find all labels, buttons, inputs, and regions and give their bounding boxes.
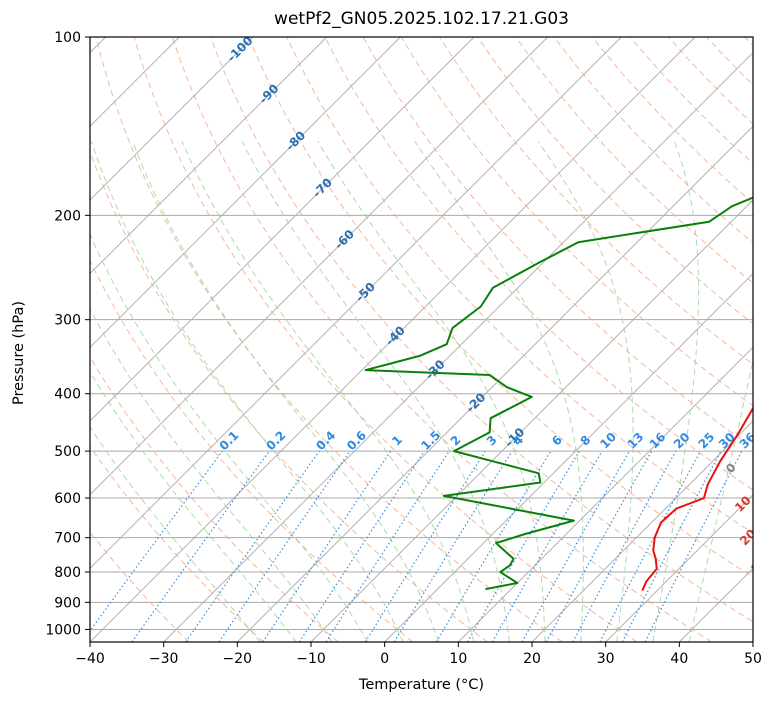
moist-adiabats [90, 141, 753, 642]
mixing-ratio-line [521, 450, 631, 642]
y-tick-label: 800 [54, 565, 81, 581]
moist-adiabat-line [688, 358, 753, 642]
x-tick-label: −20 [223, 651, 253, 667]
background-grid [90, 37, 753, 630]
isotherm-line [90, 37, 548, 496]
mixing-ratio-line [185, 450, 320, 642]
y-tick-label: 300 [54, 313, 81, 329]
mixing-ratio-line [325, 450, 450, 642]
isotherm-line [90, 37, 401, 348]
moist-adiabat-line [90, 426, 261, 642]
y-tick-label: 900 [54, 595, 81, 611]
mixing-ratio-line [491, 450, 603, 642]
dry-adiabat-line [210, 37, 753, 623]
moist-adiabat-line [181, 141, 475, 642]
dry-adiabat-line [477, 37, 753, 325]
moist-adiabat-line [90, 141, 404, 642]
moist-adiabat-line [132, 141, 439, 642]
skewed-isotherms [0, 37, 753, 642]
dry-adiabat-line [629, 37, 753, 165]
mixing-ratio-line [545, 450, 653, 642]
dry-adiabat-line [591, 37, 753, 204]
isotherm-line [90, 37, 254, 201]
x-tick-label: 0 [380, 651, 389, 667]
dry-adiabat-label: 40 [770, 584, 775, 606]
isotherm-line [384, 273, 753, 642]
moist-adiabat-line [90, 308, 333, 642]
isotherm-line [0, 37, 32, 642]
moist-adiabat-line [652, 141, 700, 642]
dry-adiabat-label: 30 [748, 554, 770, 576]
moist-adiabat-line [241, 141, 510, 642]
x-tick-label: 40 [670, 651, 688, 667]
dry-adiabat-line [324, 37, 753, 491]
dry-adiabat-line [248, 37, 753, 578]
dry-adiabat-line [171, 37, 712, 642]
x-tick-label: 10 [449, 651, 467, 667]
dewpoint-profile-line [364, 196, 753, 591]
isotherm-line [237, 125, 753, 642]
isotherm-line [605, 494, 753, 642]
x-tick-label: 30 [597, 651, 615, 667]
mixing-ratio-line [393, 450, 513, 642]
dry-adiabat-line [90, 445, 264, 642]
isotherm-line [90, 37, 696, 642]
isotherm-line [752, 641, 753, 642]
x-axis-ticks: −40 −30 −20 −10 0 10 20 30 40 50 [75, 642, 762, 667]
dry-adiabat-line [95, 37, 563, 642]
isotherm-line [458, 346, 753, 642]
mixing-ratio-line [218, 450, 351, 642]
moist-adiabat-line [90, 370, 297, 642]
mixing-ratio-line [364, 450, 486, 642]
mixing-ratio-line [90, 450, 223, 632]
moist-adiabat-line [414, 141, 584, 642]
y-tick-label: 100 [54, 30, 81, 46]
isotherm-line [90, 37, 622, 569]
x-tick-label: −30 [149, 651, 179, 667]
y-axis-ticks: 100 200 300 400 500 600 700 800 900 1000 [45, 30, 90, 638]
dry-adiabat-line [515, 37, 753, 284]
isotherm-line [90, 37, 327, 275]
y-tick-label: 200 [54, 208, 81, 224]
dry-adiabat-line [362, 37, 753, 449]
x-tick-label: 50 [744, 651, 762, 667]
y-tick-label: 1000 [45, 622, 81, 638]
moist-adiabat-line [537, 141, 634, 642]
y-tick-label: 500 [54, 444, 81, 460]
mixing-ratio-line [572, 450, 677, 642]
temperature-profile-line [641, 406, 753, 592]
x-tick-label: −10 [296, 651, 326, 667]
mixing-ratio-lines [90, 450, 743, 642]
mixing-ratio-line [131, 450, 270, 642]
isotherm-line [531, 420, 753, 642]
dry-adiabat-line [133, 37, 638, 642]
moist-adiabat-line [317, 141, 546, 642]
x-tick-label: −40 [75, 651, 105, 667]
y-tick-label: 600 [54, 491, 81, 507]
chart-title: wetPf2_GN05.2025.102.17.21.G03 [274, 9, 569, 29]
isotherm-line [163, 52, 753, 642]
x-tick-label: 20 [523, 651, 541, 667]
plot-area [90, 37, 753, 642]
isotherm-line [90, 37, 475, 422]
plot-frame [89, 36, 754, 643]
profile-lines [364, 196, 753, 592]
dry-adiabat-line [400, 37, 753, 407]
y-tick-label: 400 [54, 387, 81, 403]
x-axis-label: Temperature (°C) [358, 677, 485, 693]
y-tick-label: 700 [54, 531, 81, 547]
mixing-ratio-line [466, 450, 580, 642]
